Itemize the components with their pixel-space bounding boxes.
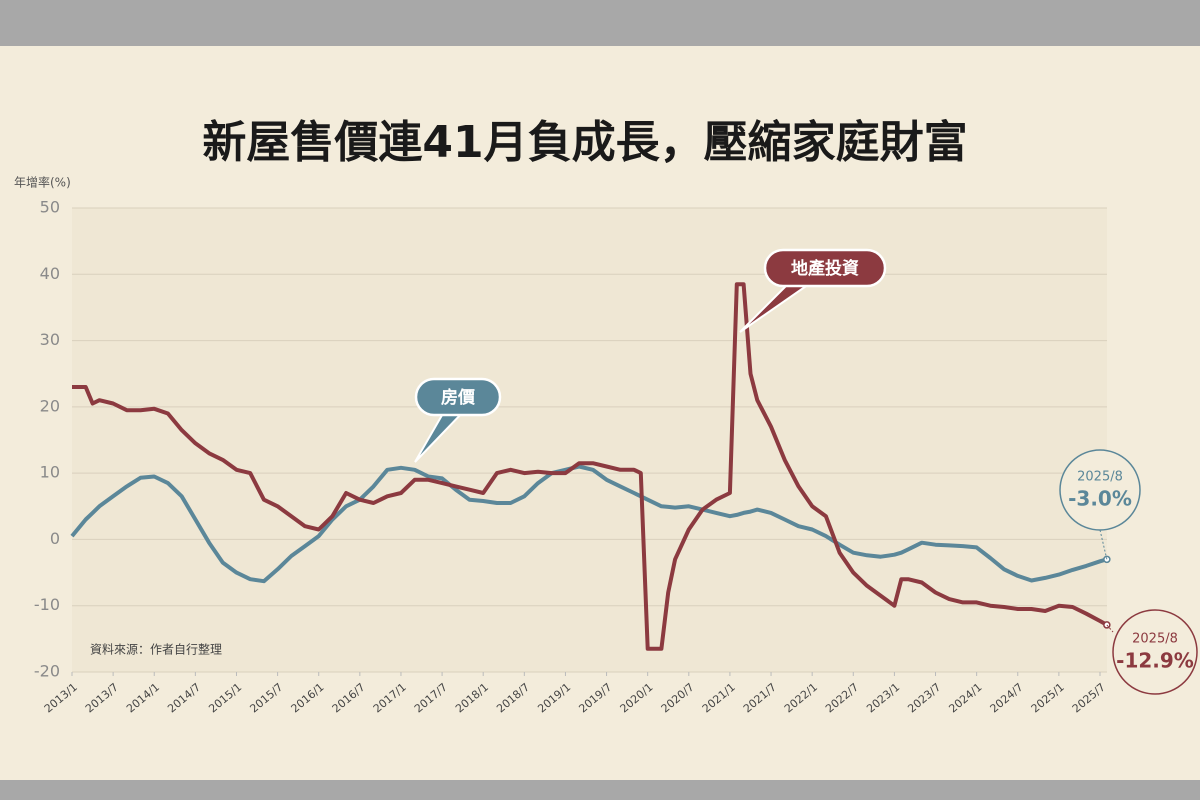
y-tick-label: 50 [40, 198, 60, 217]
y-tick-label: 30 [40, 330, 60, 349]
callout-box [414, 377, 502, 417]
end-label-ring [1059, 449, 1141, 531]
legend-label: 房價 [441, 387, 476, 408]
end-connector [1099, 529, 1108, 560]
end-date-label: 2025/8 [1132, 632, 1178, 647]
plot-area [72, 208, 1107, 672]
y-tick-label: 20 [40, 396, 60, 415]
y-tick-label: 0 [50, 529, 60, 548]
y-tick-label: -20 [34, 662, 60, 681]
data-label: -3.0% [1068, 487, 1132, 511]
y-tick-label: 40 [40, 264, 60, 283]
end-date-label: 2025/8 [1077, 470, 1123, 485]
end-label-ring [1112, 609, 1198, 695]
y-tick-label: 10 [40, 463, 60, 482]
data-label: -12.9% [1116, 649, 1194, 673]
series-line [72, 282, 1108, 651]
chart-title: 新屋售價連41月負成長，壓縮家庭財富 [202, 117, 967, 168]
source-note: 資料來源：作者自行整理 [90, 642, 222, 657]
y-axis-label: 年增率(%) [14, 175, 71, 190]
end-connector [1106, 624, 1114, 633]
legend-label: 地產投資 [791, 258, 859, 279]
y-tick-label: -10 [34, 595, 60, 614]
callout-box [763, 248, 887, 288]
series-line [70, 464, 1108, 584]
